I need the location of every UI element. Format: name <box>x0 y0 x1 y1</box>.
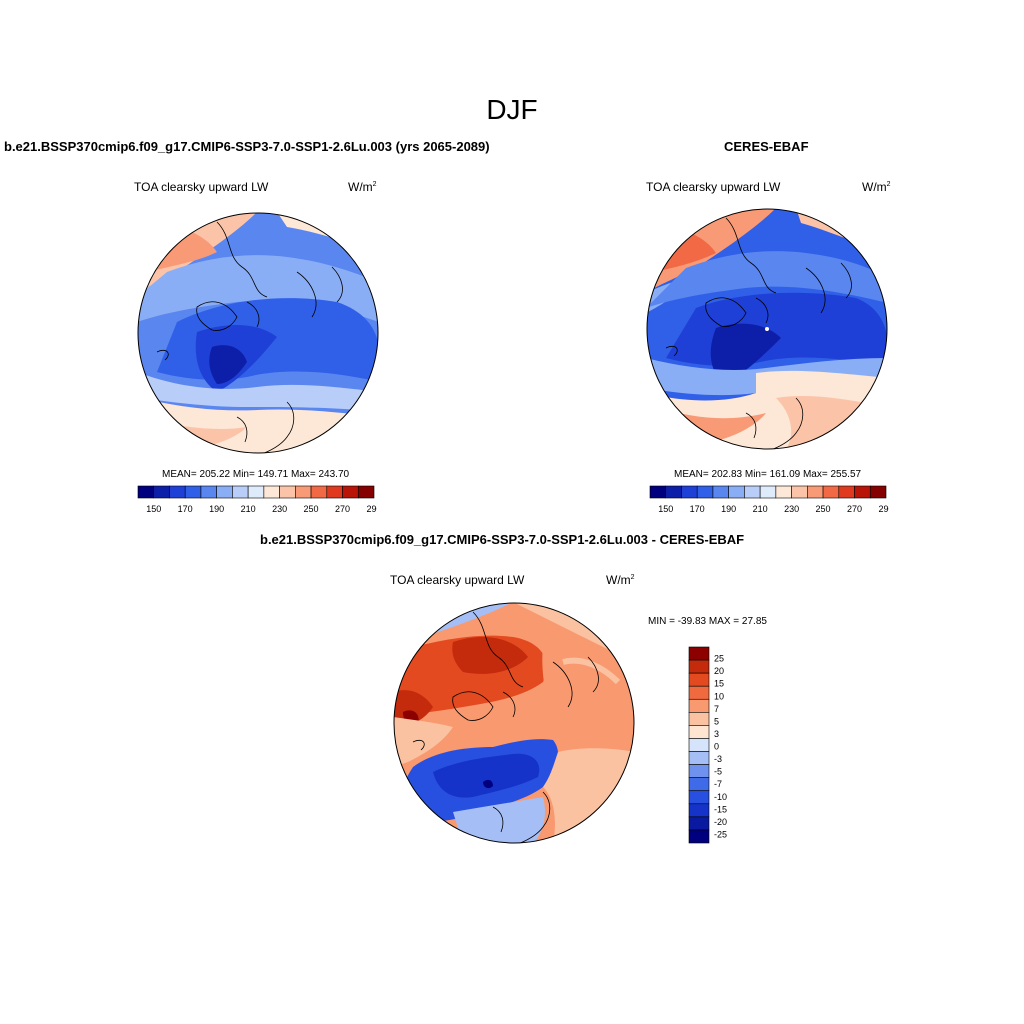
panel-3-stats: MIN = -39.83 MAX = 27.85 <box>648 616 767 627</box>
panel-2-colorbar-tick-label: 150 <box>658 504 673 514</box>
panel-2-colorbar-swatch <box>728 485 745 499</box>
panel-2-colorbar: 150 170 190 210 230 250 270 290 <box>649 485 889 514</box>
panel-2-colorbar-tick-label: 290 <box>878 504 889 514</box>
panel-3-colorbar-tick-label: 25 <box>714 654 724 664</box>
panel-2-colorbar-swatch <box>665 485 682 499</box>
panel-3-colorbar-tick-label: 7 <box>714 704 719 714</box>
panel-1-colorbar-swatch <box>263 485 280 499</box>
panel-3-colorbar-tick-label: 10 <box>714 691 724 701</box>
panel-1-stats: MEAN= 205.22 Min= 149.71 Max= 243.70 <box>162 469 350 480</box>
panel-2-title: CERES-EBAF <box>724 139 809 154</box>
panel-1-colorbar-swatch <box>247 485 265 499</box>
panel-3-polar-map <box>393 602 635 844</box>
panel-1-colorbar-swatch <box>153 485 170 499</box>
panel-2-colorbar-swatch <box>854 485 871 499</box>
panel-3-colorbar-tick-label: -15 <box>714 804 727 814</box>
panel-1-colorbar: 150 170 190 210 230 250 270 290 <box>137 485 377 514</box>
panel-1-variable-label: TOA clearsky upward LW <box>134 180 269 194</box>
panel-3-colorbar-swatch <box>688 829 710 844</box>
panel-1-title: b.e21.BSSP370cmip6.f09_g17.CMIP6-SSP3-7.… <box>4 139 490 154</box>
panel-3-colorbar-tick-label: 3 <box>714 729 719 739</box>
panel-2-colorbar-swatch <box>744 485 761 499</box>
panel-3-colorbar-swatch <box>688 646 710 661</box>
panel-3-colorbar-swatch <box>688 803 710 818</box>
panel-3-colorbar-tick-label: 20 <box>714 666 724 676</box>
panel-1-colorbar-tick-label: 270 <box>335 504 350 514</box>
panel-3-variable-label: TOA clearsky upward LW <box>390 573 525 587</box>
panel-3-colorbar-swatch <box>688 698 710 713</box>
panel-2-colorbar-tick-label: 250 <box>816 504 831 514</box>
panel-2-colorbar-swatch <box>822 485 840 499</box>
panel-1-colorbar-tick-label: 170 <box>178 504 193 514</box>
panel-2-colorbar-swatch <box>681 485 698 499</box>
panel-3-colorbar-tick-label: -25 <box>714 829 727 839</box>
panel-3-colorbar-tick-label: -20 <box>714 817 727 827</box>
panel-2-colorbar-tick-label: 190 <box>721 504 736 514</box>
panel-3-colorbar-swatch <box>688 659 710 674</box>
panel-2-colorbar-swatch <box>696 485 714 499</box>
season-title: DJF <box>486 94 538 125</box>
panel-3-colorbar-tick-label: -7 <box>714 779 722 789</box>
panel-1-colorbar-swatch <box>184 485 202 499</box>
panel-3-title: b.e21.BSSP370cmip6.f09_g17.CMIP6-SSP3-7.… <box>260 532 745 547</box>
panel-3-colorbar-swatch <box>688 777 710 792</box>
panel-1-colorbar-tick-label: 250 <box>304 504 319 514</box>
panel-2-colorbar-swatch <box>838 485 855 499</box>
panel-3-colorbar: 25 20 15 10 7 5 3 0 -3 -5 -7 -10 -15 -20 -25 <box>688 646 727 844</box>
panel-1-colorbar-swatch <box>357 485 375 499</box>
panel-1-colorbar-swatch <box>137 485 155 499</box>
panel-3-colorbar-tick-label: -10 <box>714 792 727 802</box>
panel-3-colorbar-swatch <box>688 725 710 739</box>
panel-3-colorbar-tick-label: -3 <box>714 754 722 764</box>
panel-2-variable-label: TOA clearsky upward LW <box>646 180 781 194</box>
panel-2-colorbar-swatch <box>775 485 792 499</box>
panel-2-stats: MEAN= 202.83 Min= 161.09 Max= 255.57 <box>674 469 862 480</box>
panel-1-colorbar-tick-label: 290 <box>366 504 377 514</box>
panel-1-polar-map <box>137 212 379 454</box>
panel-2-colorbar-tick-label: 270 <box>847 504 862 514</box>
panel-1-colorbar-tick-label: 190 <box>209 504 224 514</box>
panel-3-colorbar-swatch <box>688 685 710 700</box>
panel-2-colorbar-swatch <box>791 485 808 499</box>
panel-3-colorbar-swatch <box>688 790 710 805</box>
panel-1-colorbar-tick-label: 210 <box>241 504 256 514</box>
panel-2-colorbar-swatch <box>649 485 667 499</box>
panel-1-colorbar-swatch <box>232 485 249 499</box>
panel-2-units: W/m2 <box>862 180 891 194</box>
panel-3-colorbar-swatch <box>688 764 710 778</box>
panel-2-colorbar-swatch <box>712 485 729 499</box>
panel-2-colorbar-swatch <box>807 485 824 499</box>
panel-3-colorbar-tick-label: 5 <box>714 716 719 726</box>
panel-2-colorbar-tick-label: 170 <box>690 504 705 514</box>
panel-3-colorbar-swatch <box>688 712 710 726</box>
panel-3-colorbar-swatch <box>688 672 710 687</box>
panel-1-colorbar-tick-label: 150 <box>146 504 161 514</box>
panel-1-colorbar-swatch <box>169 485 186 499</box>
panel-1-colorbar-swatch <box>342 485 359 499</box>
panel-2-colorbar-tick-label: 230 <box>784 504 799 514</box>
panel-2-colorbar-swatch <box>869 485 887 499</box>
panel-1-colorbar-swatch <box>216 485 233 499</box>
panel-3-colorbar-tick-label: 15 <box>714 679 724 689</box>
panel-1-colorbar-swatch <box>295 485 312 499</box>
panel-3-colorbar-tick-label: -5 <box>714 767 722 777</box>
panel-3-colorbar-swatch <box>688 751 710 765</box>
panel-3-colorbar-swatch <box>688 738 710 752</box>
panel-3-units: W/m2 <box>606 573 635 587</box>
panel-1-colorbar-swatch <box>310 485 328 499</box>
panel-2-polar-map <box>646 208 888 450</box>
panel-1-colorbar-tick-label: 230 <box>272 504 287 514</box>
panel-1-colorbar-swatch <box>279 485 296 499</box>
panel-2-colorbar-swatch <box>759 485 777 499</box>
panel-1-colorbar-swatch <box>200 485 217 499</box>
panel-1-colorbar-swatch <box>326 485 343 499</box>
panel-1-units: W/m2 <box>348 180 377 194</box>
panel-2-colorbar-tick-label: 210 <box>753 504 768 514</box>
panel-3-colorbar-swatch <box>688 816 710 831</box>
panel-3-colorbar-tick-label: 0 <box>714 742 719 752</box>
